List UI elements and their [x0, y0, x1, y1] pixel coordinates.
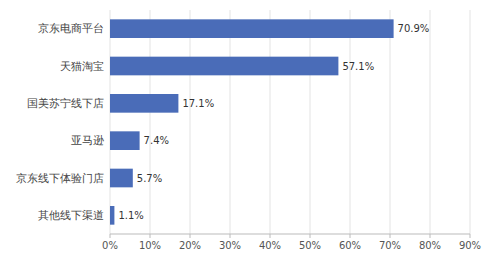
tick-mark — [470, 234, 471, 238]
grid-line — [150, 10, 151, 234]
data-label: 57.1% — [342, 61, 374, 72]
x-axis: 0% 10% 20% 30% 40% 50% 60% 70% 80% 90% — [102, 234, 481, 251]
grid-line — [190, 10, 191, 234]
tick-mark — [190, 234, 191, 238]
tick-mark — [270, 234, 271, 238]
axis-line — [110, 234, 470, 235]
tick-mark — [430, 234, 431, 238]
bar — [110, 94, 178, 113]
bar — [110, 57, 338, 76]
grid-line — [430, 10, 431, 234]
category-label: 国美苏宁线下店 — [27, 97, 104, 110]
tick-label: 20% — [179, 240, 201, 251]
grid-line — [310, 10, 311, 234]
grid-line — [470, 10, 471, 234]
tick-label: 0% — [102, 240, 118, 251]
category-label: 京东电商平台 — [38, 22, 104, 35]
tick-mark — [350, 234, 351, 238]
tick-label: 40% — [259, 240, 281, 251]
bar — [110, 19, 394, 38]
grid-line — [390, 10, 391, 234]
bar — [110, 206, 114, 225]
tick-label: 60% — [339, 240, 361, 251]
y-axis: 其他线下渠道 京东线下体验门店 亚马逊 国美苏宁线下店 天猫淘宝 京东电商平台 — [16, 22, 104, 222]
bars — [110, 19, 394, 224]
data-label: 7.4% — [144, 135, 169, 146]
grid — [110, 10, 470, 234]
category-label: 其他线下渠道 — [38, 209, 104, 222]
tick-label: 10% — [139, 240, 161, 251]
tick-label: 50% — [299, 240, 321, 251]
tick-mark — [150, 234, 151, 238]
tick-label: 30% — [219, 240, 241, 251]
chart-container: 0% 10% 20% 30% 40% 50% 60% 70% 80% 90% 其他线下渠道 京东线下体… — [0, 0, 488, 260]
data-label: 70.9% — [398, 23, 430, 34]
grid-line — [110, 10, 111, 234]
category-label: 天猫淘宝 — [60, 60, 104, 73]
tick-mark — [310, 234, 311, 238]
tick-label: 70% — [379, 240, 401, 251]
grid-line — [230, 10, 231, 234]
chart: 0% 10% 20% 30% 40% 50% 60% 70% 80% 90% 其他线下渠道 京东线下体… — [0, 0, 488, 260]
data-label: 5.7% — [137, 173, 162, 184]
data-labels: 1.1% 5.7% 7.4% 17.1% 57.1% 70.9% — [118, 23, 429, 221]
data-label: 17.1% — [182, 98, 214, 109]
grid-line — [270, 10, 271, 234]
category-label: 亚马逊 — [71, 134, 104, 147]
tick-mark — [110, 234, 111, 238]
tick-mark — [230, 234, 231, 238]
tick-label: 80% — [419, 240, 441, 251]
bar — [110, 131, 140, 150]
tick-mark — [390, 234, 391, 238]
data-label: 1.1% — [118, 210, 143, 221]
grid-line — [350, 10, 351, 234]
category-label: 京东线下体验门店 — [16, 172, 104, 185]
bar — [110, 169, 133, 188]
tick-label: 90% — [459, 240, 481, 251]
